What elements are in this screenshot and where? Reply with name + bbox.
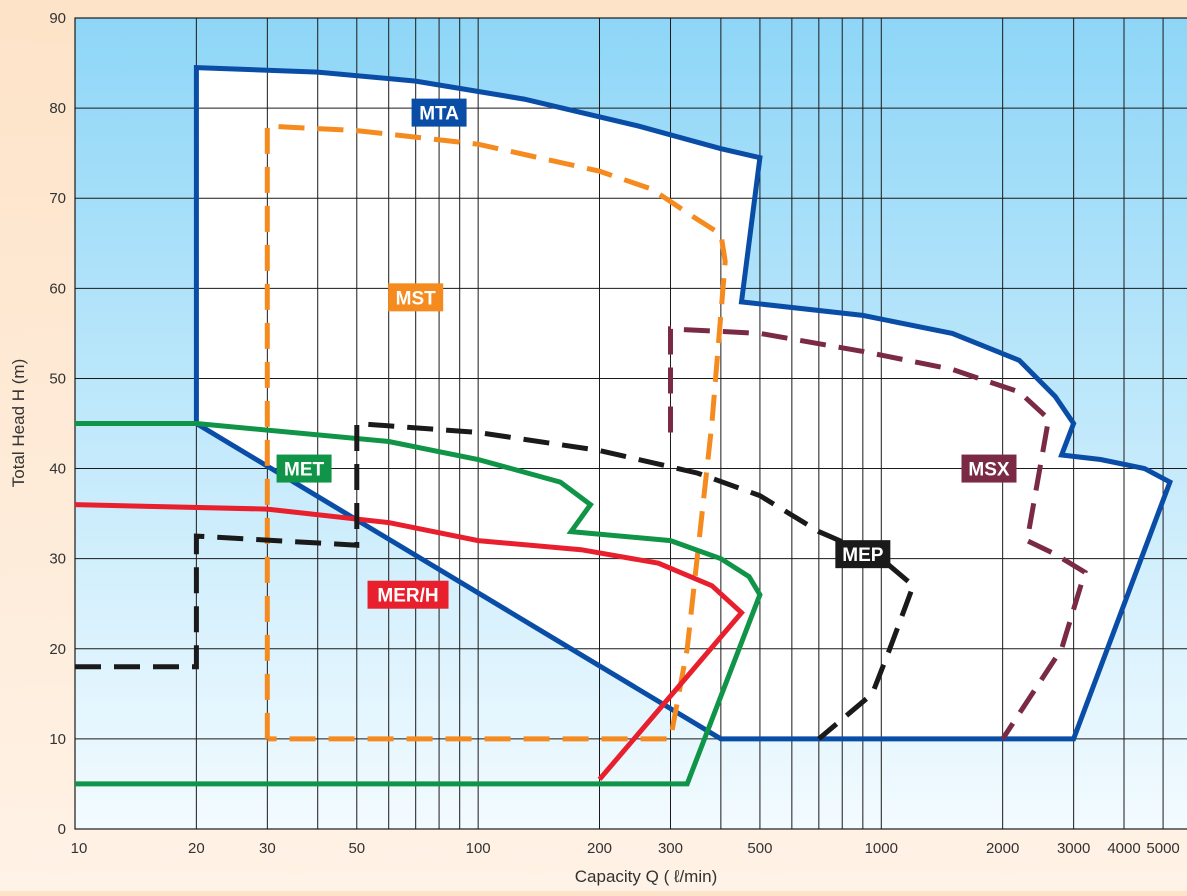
y-tick-label: 70	[49, 190, 66, 207]
series-label-mep: MEP	[842, 545, 884, 566]
x-tick-label: 500	[747, 840, 772, 857]
x-tick-label: 30	[259, 840, 276, 857]
series-label-msx: MSX	[968, 460, 1010, 481]
y-tick-label: 50	[49, 370, 66, 387]
x-tick-label: 5000	[1146, 840, 1179, 857]
series-label-mta: MTA	[419, 104, 459, 125]
series-badge-msx	[961, 454, 1017, 483]
region-fill-mta	[196, 67, 1170, 739]
x-tick-label: 2000	[986, 840, 1019, 857]
x-axis-title: Capacity Q ( ℓ/min)	[575, 867, 717, 886]
x-tick-label: 3000	[1057, 840, 1090, 857]
series-line-msx	[668, 326, 1088, 741]
x-tick-label: 10	[71, 840, 88, 857]
series-label-mst: MST	[396, 288, 437, 309]
series-line-mst	[264, 123, 728, 742]
series-badge-mst	[388, 283, 444, 312]
series-layer	[74, 65, 1174, 787]
y-tick-label: 60	[49, 280, 66, 297]
series-line-mep	[75, 420, 917, 741]
x-tick-label: 50	[348, 840, 365, 857]
label-layer: MTA MST MET MER/H MEP MSX	[276, 98, 1017, 609]
series-badge-mep	[835, 540, 891, 569]
x-tick-label: 20	[188, 840, 205, 857]
fill-layer	[196, 67, 1170, 739]
x-tick-label: 200	[587, 840, 612, 857]
series-line-mta	[193, 65, 1174, 742]
y-tick-label: 10	[49, 731, 66, 748]
series-line-mer-h	[74, 502, 745, 782]
y-tick-label: 0	[58, 821, 66, 838]
y-tick-label: 40	[49, 461, 66, 478]
series-label-mer-h: MER/H	[377, 586, 438, 607]
x-tick-label: 300	[658, 840, 683, 857]
y-axis-title: Total Head H (m)	[9, 359, 28, 487]
x-tick-label: 100	[466, 840, 491, 857]
x-tick-label: 1000	[865, 840, 898, 857]
axis-layer: 10 20 30 50 100 200 300 500 1000 2000 3000 4000 5000…	[49, 10, 1179, 857]
series-badge-met	[276, 454, 332, 483]
x-tick-label: 4000	[1107, 840, 1140, 857]
series-line-met	[75, 421, 763, 787]
series-badge-mta	[411, 98, 467, 127]
y-tick-label: 20	[49, 641, 66, 658]
y-tick-label: 90	[49, 10, 66, 27]
y-tick-label: 80	[49, 100, 66, 117]
series-badge-mer-h	[367, 580, 449, 609]
y-tick-label: 30	[49, 551, 66, 568]
series-label-met: MET	[284, 460, 325, 481]
